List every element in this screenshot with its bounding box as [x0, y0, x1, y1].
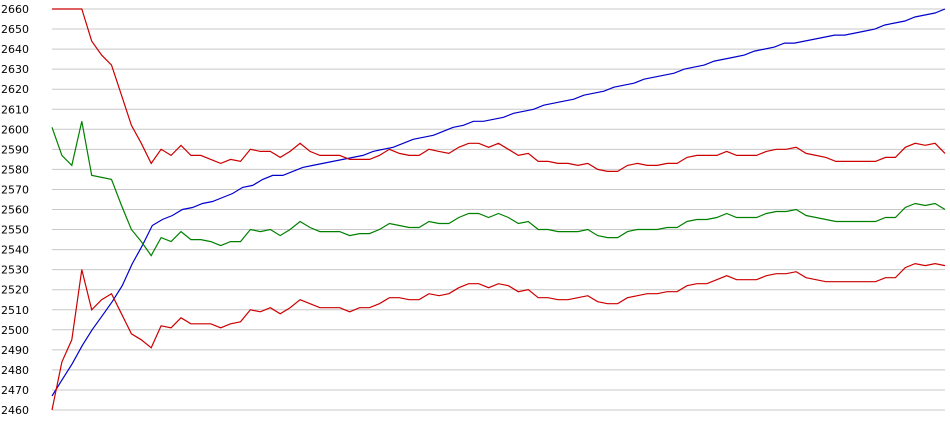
y-tick-label: 2570 — [1, 183, 29, 196]
y-tick-label: 2520 — [1, 284, 29, 297]
y-tick-label: 2630 — [1, 63, 29, 76]
y-tick-label: 2500 — [1, 324, 29, 337]
y-tick-label: 2660 — [1, 3, 29, 16]
series-line-4 — [51, 262, 946, 411]
y-tick-label: 2600 — [1, 123, 29, 136]
y-tick-label: 2470 — [1, 384, 29, 397]
y-tick-label: 2460 — [1, 404, 29, 417]
y-tick-label: 2590 — [1, 143, 29, 156]
series-line-2 — [52, 8, 946, 172]
y-tick-label: 2580 — [1, 163, 29, 176]
y-tick-label: 2540 — [1, 244, 29, 257]
grid-lines — [52, 8, 945, 411]
y-tick-label: 2510 — [1, 304, 29, 317]
y-tick-label: 2640 — [1, 43, 29, 56]
y-tick-label: 2620 — [1, 83, 29, 96]
y-tick-label: 2480 — [1, 364, 29, 377]
series-line-3 — [51, 121, 946, 257]
series-lines — [51, 8, 946, 411]
y-axis-tick-labels: 2460 2470 2480 2490 2500 2510 2520 2530 2540 2550… — [1, 3, 29, 417]
y-tick-label: 2550 — [1, 224, 29, 237]
y-tick-label: 2490 — [1, 344, 29, 357]
series-line-1 — [51, 8, 946, 397]
y-tick-label: 2650 — [1, 23, 29, 36]
y-tick-label: 2530 — [1, 264, 29, 277]
y-tick-label: 2610 — [1, 103, 29, 116]
y-tick-label: 2560 — [1, 204, 29, 217]
